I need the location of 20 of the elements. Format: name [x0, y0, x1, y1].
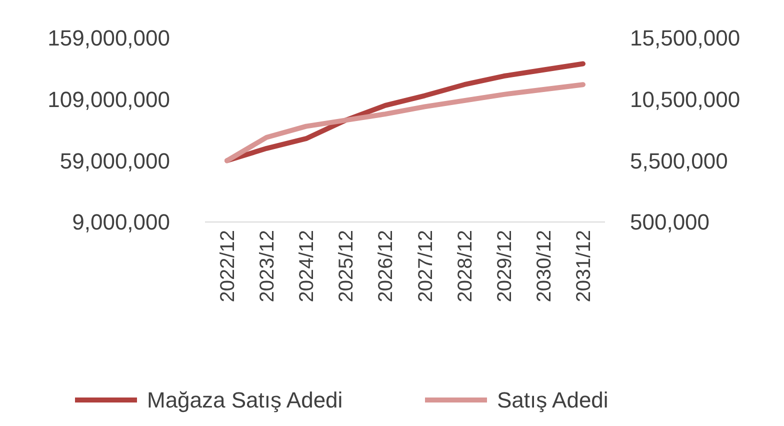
legend-label: Mağaza Satış Adedi: [147, 388, 343, 413]
y2-tick-label: 15,500,000: [630, 26, 740, 51]
y-tick-label: 9,000,000: [72, 210, 170, 235]
y2-tick-label: 500,000: [630, 210, 710, 235]
x-tick-label: 2029/12: [494, 230, 516, 302]
y-tick-label: 109,000,000: [48, 87, 170, 112]
x-tick-label: 2027/12: [414, 230, 437, 302]
x-tick-label: 2022/12: [217, 230, 239, 302]
y2-tick-label: 5,500,000: [630, 148, 728, 174]
x-tick-label: 2023/12: [256, 230, 279, 302]
x-tick-label: 2028/12: [454, 230, 476, 302]
x-tick-label: 2031/12: [573, 230, 595, 302]
x-tick-label: 2030/12: [533, 230, 556, 302]
y2-tick-label: 10,500,000: [630, 87, 740, 112]
x-tick-label: 2024/12: [296, 230, 318, 302]
x-tick-label: 2026/12: [375, 230, 398, 302]
legend-label: Satış Adedi: [497, 388, 608, 413]
x-tick-label: 2025/12: [336, 230, 358, 302]
y-tick-label: 159,000,000: [48, 26, 170, 51]
y-tick-label: 59,000,000: [60, 148, 170, 174]
